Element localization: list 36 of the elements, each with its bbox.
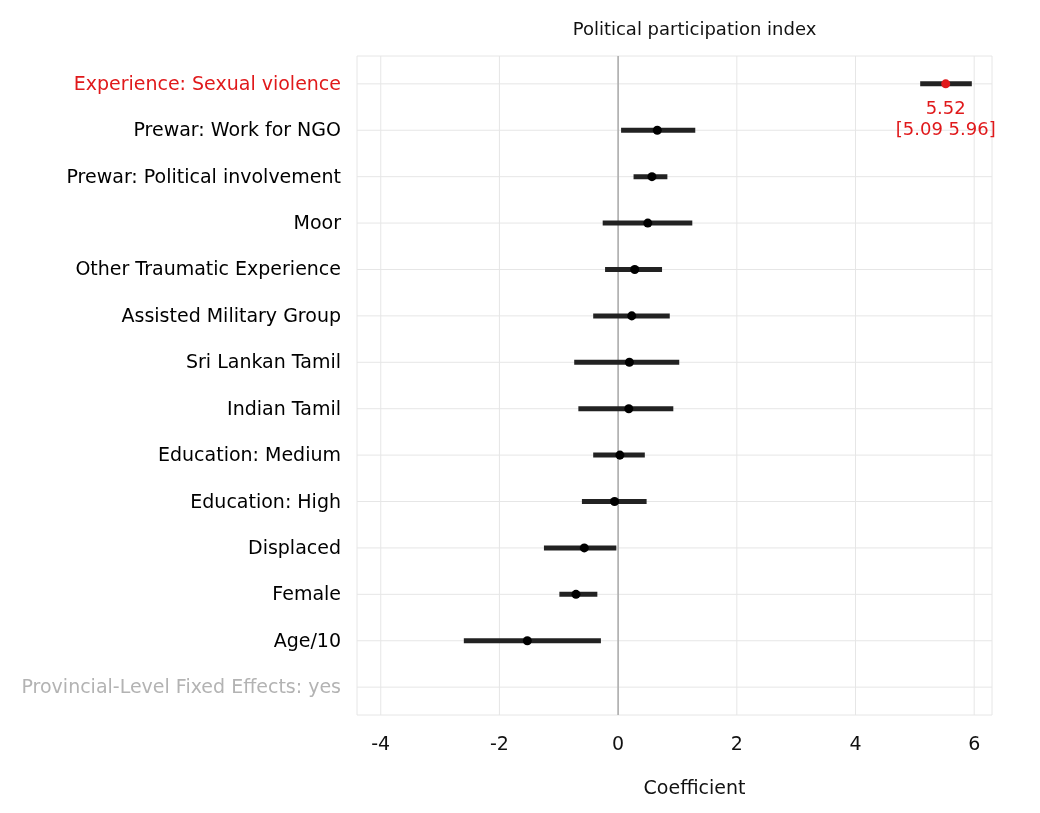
y-tick-label: Sri Lankan Tamil (185, 350, 341, 373)
point (643, 218, 653, 228)
point (571, 589, 581, 599)
data-label: 5.52 [5.09 5.96] (895, 96, 996, 139)
y-tick-label: Prewar: Work for NGO (133, 118, 341, 141)
y-tick-label: Age/10 (273, 628, 341, 651)
y-tick-label: Moor (293, 211, 342, 234)
x-tick-label: 4 (849, 732, 862, 755)
x-tick-label: -4 (371, 732, 391, 755)
y-tick-label: Displaced (248, 535, 341, 558)
point (652, 125, 662, 135)
point (941, 79, 951, 89)
point (579, 543, 589, 553)
point (624, 404, 634, 414)
point (647, 172, 657, 182)
point (610, 497, 620, 507)
y-tick-label: Provincial-Level Fixed Effects: yes (21, 675, 341, 698)
y-tick-label: Female (272, 582, 341, 605)
x-tick-label: 0 (612, 732, 625, 755)
point (627, 311, 637, 321)
y-tick-label: Other Traumatic Experience (75, 257, 341, 280)
y-tick-label: Assisted Military Group (121, 303, 341, 326)
point (522, 636, 532, 646)
point (630, 264, 640, 274)
x-tick-label: -2 (489, 732, 509, 755)
chart-title: Political participation index (571, 18, 818, 39)
y-tick-label: Prewar: Political involvement (66, 164, 341, 187)
x-axis-title: Coefficient (642, 776, 747, 798)
y-tick-label: Education: High (190, 489, 341, 512)
point (615, 450, 625, 460)
x-tick-label: 6 (968, 732, 981, 755)
x-tick-label: 2 (730, 732, 743, 755)
y-tick-label: Indian Tamil (227, 396, 341, 419)
y-tick-label: Education: Medium (157, 443, 341, 466)
y-tick-label: Experience: Sexual violence (73, 71, 341, 94)
point (624, 357, 634, 367)
